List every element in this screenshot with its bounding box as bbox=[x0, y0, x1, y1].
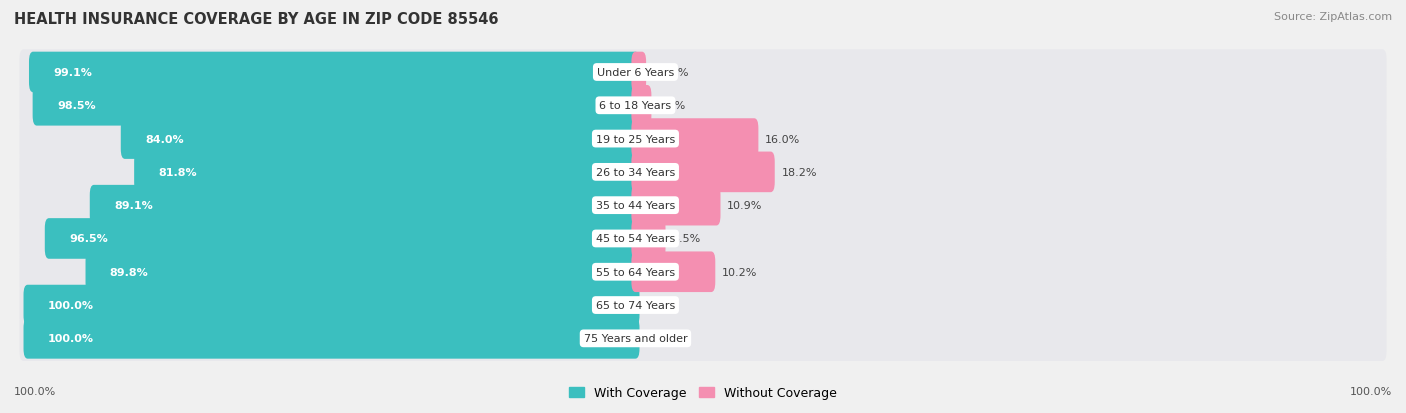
FancyBboxPatch shape bbox=[20, 150, 1386, 195]
Text: 98.5%: 98.5% bbox=[58, 101, 96, 111]
FancyBboxPatch shape bbox=[631, 218, 665, 259]
FancyBboxPatch shape bbox=[631, 252, 716, 292]
Text: 99.1%: 99.1% bbox=[53, 68, 93, 78]
Text: 45 to 54 Years: 45 to 54 Years bbox=[596, 234, 675, 244]
Text: 26 to 34 Years: 26 to 34 Years bbox=[596, 167, 675, 178]
FancyBboxPatch shape bbox=[20, 116, 1386, 162]
FancyBboxPatch shape bbox=[20, 50, 1386, 95]
Text: 89.8%: 89.8% bbox=[110, 267, 149, 277]
FancyBboxPatch shape bbox=[45, 218, 640, 259]
FancyBboxPatch shape bbox=[631, 52, 647, 93]
Text: 16.0%: 16.0% bbox=[765, 134, 800, 144]
Text: Under 6 Years: Under 6 Years bbox=[596, 68, 673, 78]
FancyBboxPatch shape bbox=[20, 249, 1386, 295]
Text: 81.8%: 81.8% bbox=[159, 167, 197, 178]
Text: Source: ZipAtlas.com: Source: ZipAtlas.com bbox=[1274, 12, 1392, 22]
Text: 0.89%: 0.89% bbox=[652, 68, 689, 78]
FancyBboxPatch shape bbox=[20, 183, 1386, 228]
FancyBboxPatch shape bbox=[121, 119, 640, 159]
Text: 0.0%: 0.0% bbox=[647, 300, 675, 310]
Text: 55 to 64 Years: 55 to 64 Years bbox=[596, 267, 675, 277]
Text: 75 Years and older: 75 Years and older bbox=[583, 334, 688, 344]
FancyBboxPatch shape bbox=[631, 185, 720, 226]
Text: 100.0%: 100.0% bbox=[1350, 387, 1392, 396]
FancyBboxPatch shape bbox=[631, 119, 758, 159]
FancyBboxPatch shape bbox=[20, 216, 1386, 261]
FancyBboxPatch shape bbox=[20, 283, 1386, 328]
Text: 96.5%: 96.5% bbox=[69, 234, 108, 244]
Text: 3.5%: 3.5% bbox=[672, 234, 700, 244]
FancyBboxPatch shape bbox=[20, 316, 1386, 361]
FancyBboxPatch shape bbox=[86, 252, 640, 292]
FancyBboxPatch shape bbox=[134, 152, 640, 193]
Text: 84.0%: 84.0% bbox=[145, 134, 184, 144]
Text: 89.1%: 89.1% bbox=[114, 201, 153, 211]
FancyBboxPatch shape bbox=[24, 318, 640, 359]
Text: 6 to 18 Years: 6 to 18 Years bbox=[599, 101, 672, 111]
FancyBboxPatch shape bbox=[20, 83, 1386, 128]
FancyBboxPatch shape bbox=[631, 86, 651, 126]
Text: 100.0%: 100.0% bbox=[48, 334, 94, 344]
Text: HEALTH INSURANCE COVERAGE BY AGE IN ZIP CODE 85546: HEALTH INSURANCE COVERAGE BY AGE IN ZIP … bbox=[14, 12, 499, 27]
Text: 19 to 25 Years: 19 to 25 Years bbox=[596, 134, 675, 144]
Text: 1.6%: 1.6% bbox=[658, 101, 686, 111]
FancyBboxPatch shape bbox=[32, 86, 640, 126]
Text: 65 to 74 Years: 65 to 74 Years bbox=[596, 300, 675, 310]
Text: 35 to 44 Years: 35 to 44 Years bbox=[596, 201, 675, 211]
Text: 0.0%: 0.0% bbox=[647, 334, 675, 344]
FancyBboxPatch shape bbox=[90, 185, 640, 226]
FancyBboxPatch shape bbox=[30, 52, 640, 93]
Text: 18.2%: 18.2% bbox=[782, 167, 817, 178]
Legend: With Coverage, Without Coverage: With Coverage, Without Coverage bbox=[564, 381, 842, 404]
FancyBboxPatch shape bbox=[24, 285, 640, 325]
FancyBboxPatch shape bbox=[631, 152, 775, 193]
Text: 10.9%: 10.9% bbox=[727, 201, 762, 211]
Text: 100.0%: 100.0% bbox=[48, 300, 94, 310]
Text: 100.0%: 100.0% bbox=[14, 387, 56, 396]
Text: 10.2%: 10.2% bbox=[723, 267, 758, 277]
